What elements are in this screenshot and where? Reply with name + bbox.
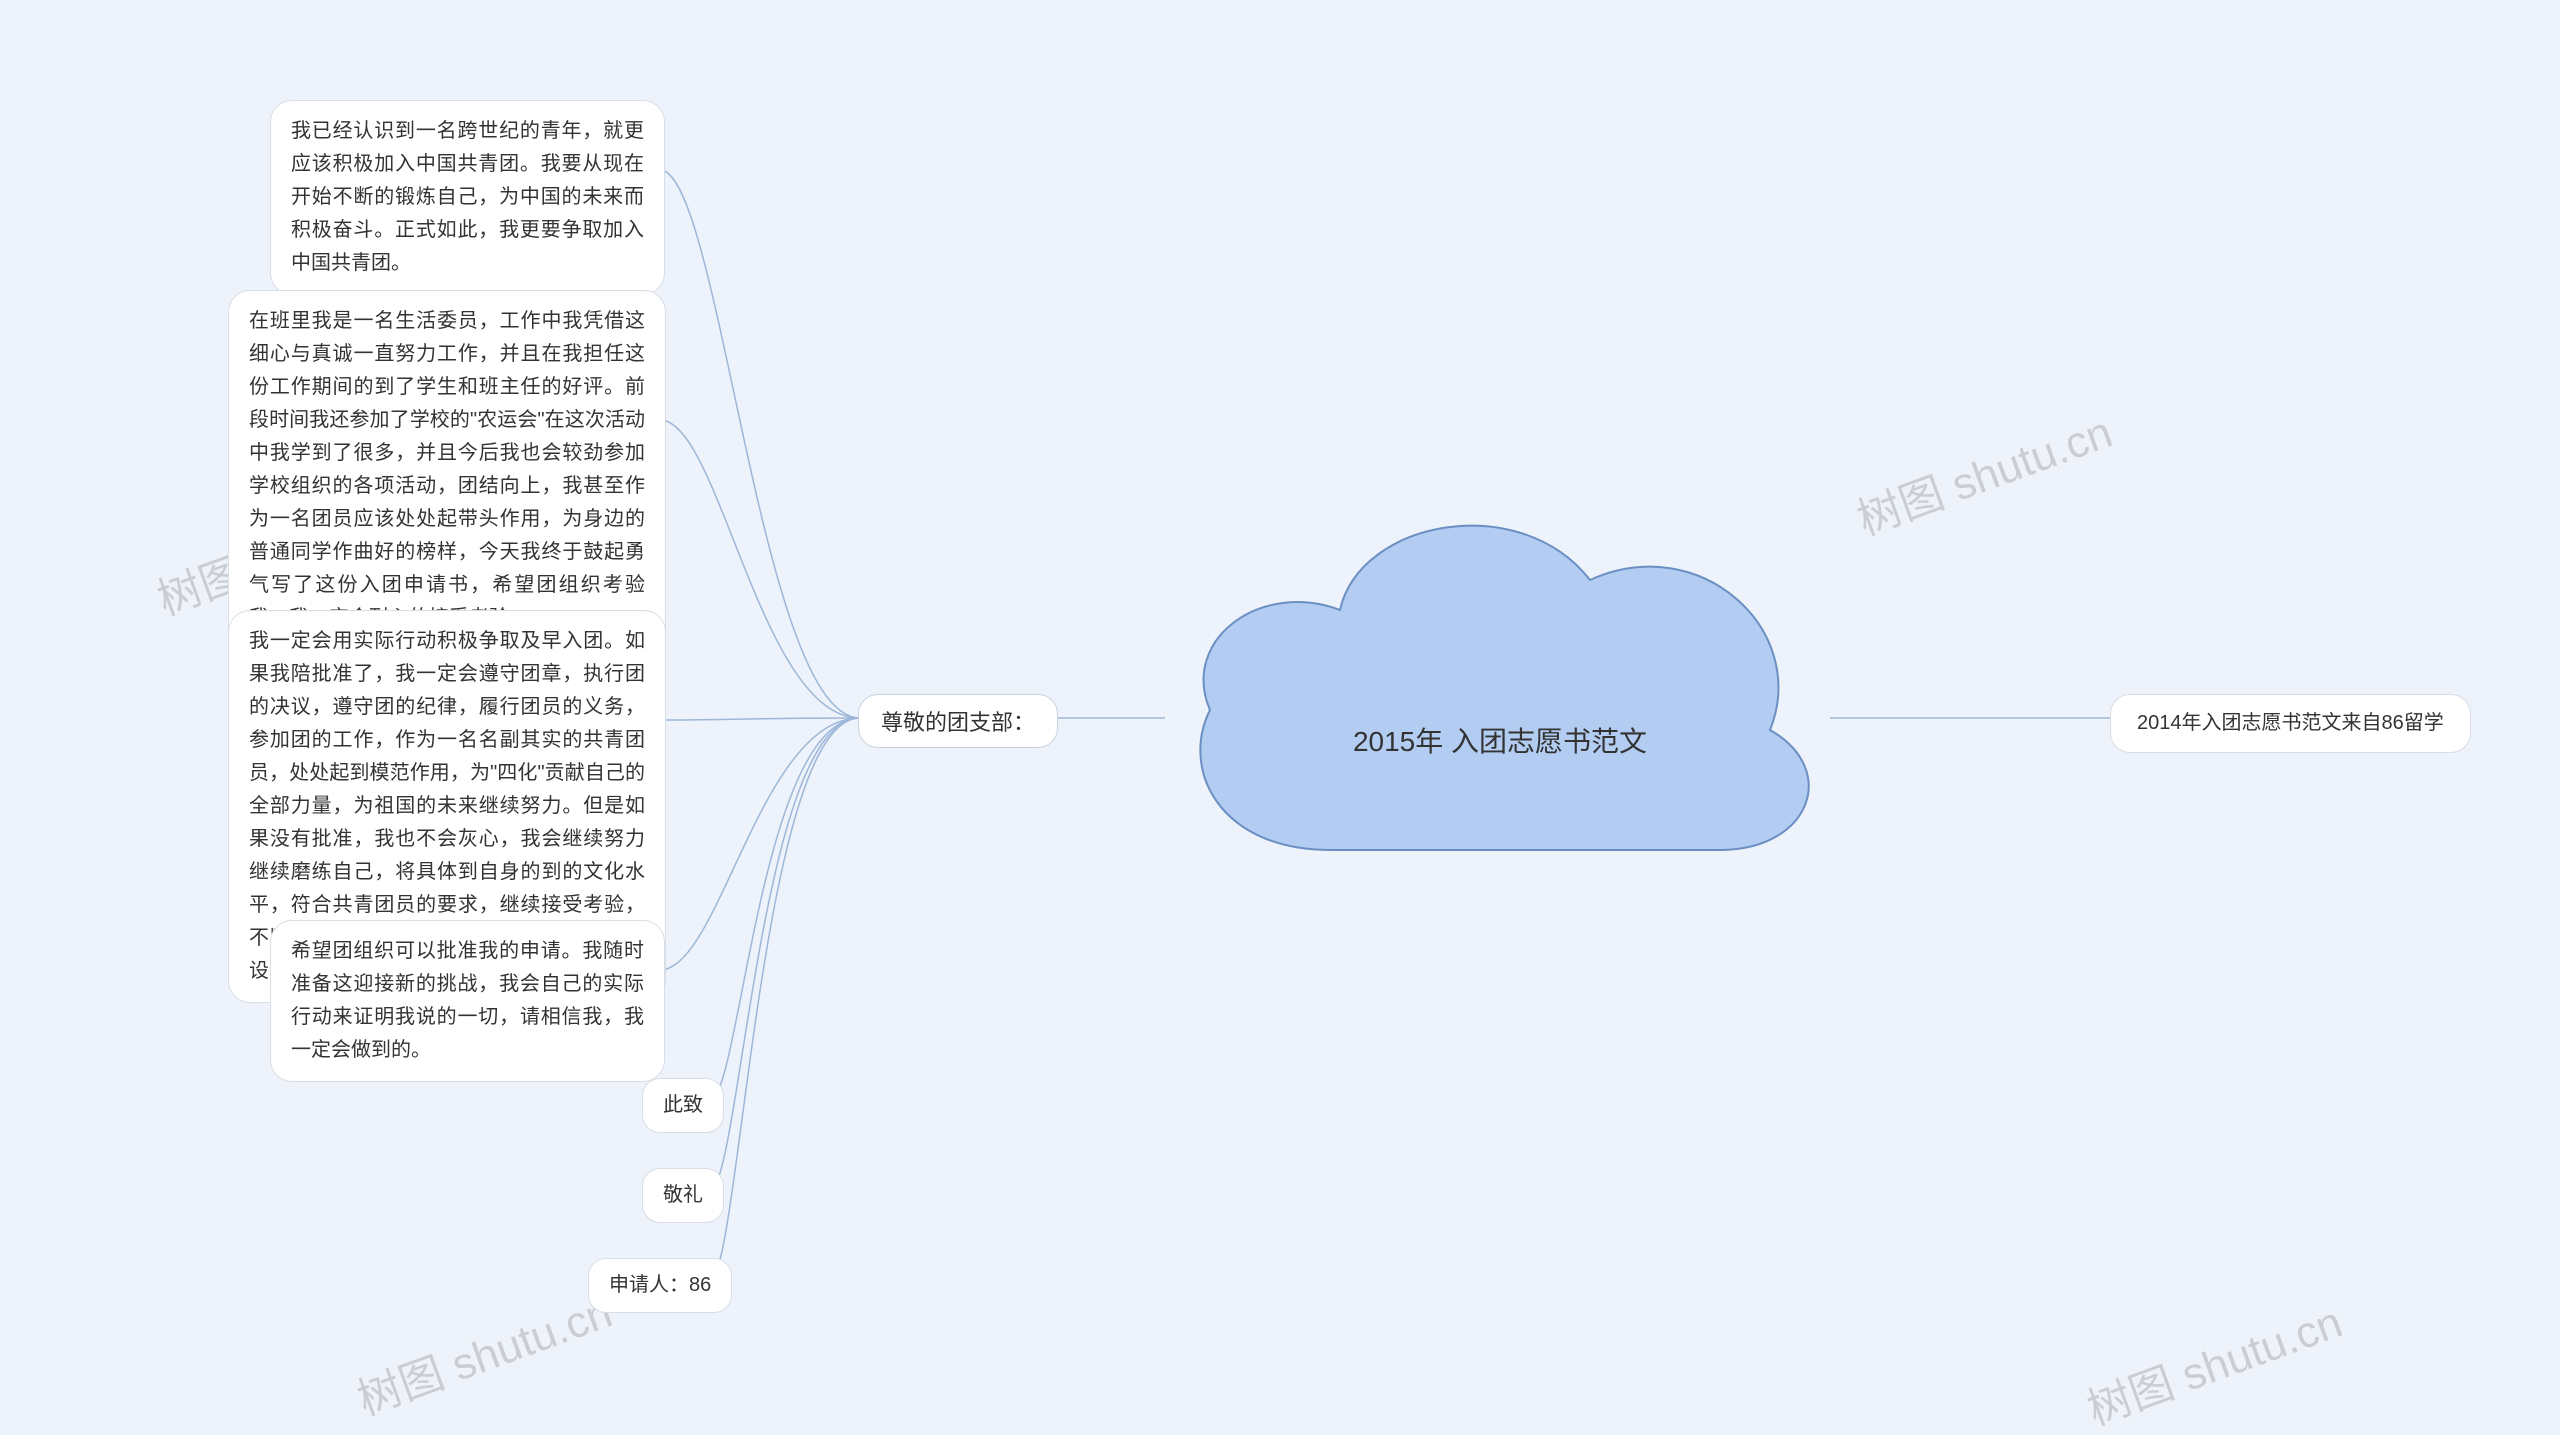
watermark: 树图 shutu.cn [347, 1276, 619, 1427]
right-node[interactable]: 2014年入团志愿书范文来自86留学 [2110, 694, 2471, 753]
left-branch-label[interactable]: 尊敬的团支部： [858, 694, 1058, 748]
left-child-3[interactable]: 希望团组织可以批准我的申请。我随时准备这迎接新的挑战，我会自己的实际行动来证明我… [270, 920, 665, 1082]
cloud-icon [1160, 470, 1840, 900]
center-node[interactable]: 2015年 入团志愿书范文 [1160, 470, 1840, 900]
watermark: 树图 shutu.cn [1847, 396, 2119, 547]
center-title: 2015年 入团志愿书范文 [1160, 720, 1840, 760]
left-child-0[interactable]: 我已经认识到一名跨世纪的青年，就更应该积极加入中国共青团。我要从现在开始不断的锻… [270, 100, 665, 295]
left-child-4[interactable]: 此致 [642, 1078, 724, 1133]
left-child-1[interactable]: 在班里我是一名生活委员，工作中我凭借这细心与真诚一直努力工作，并且在我担任这份工… [228, 290, 666, 650]
watermark: 树图 shutu.cn [2077, 1286, 2349, 1435]
left-child-5[interactable]: 敬礼 [642, 1168, 724, 1223]
left-child-6[interactable]: 申请人：86 [588, 1258, 732, 1313]
mindmap-canvas: 树图 shutu.cn 树图 shutu.cn 树图 shutu.cn 树图 s… [0, 0, 2560, 1435]
